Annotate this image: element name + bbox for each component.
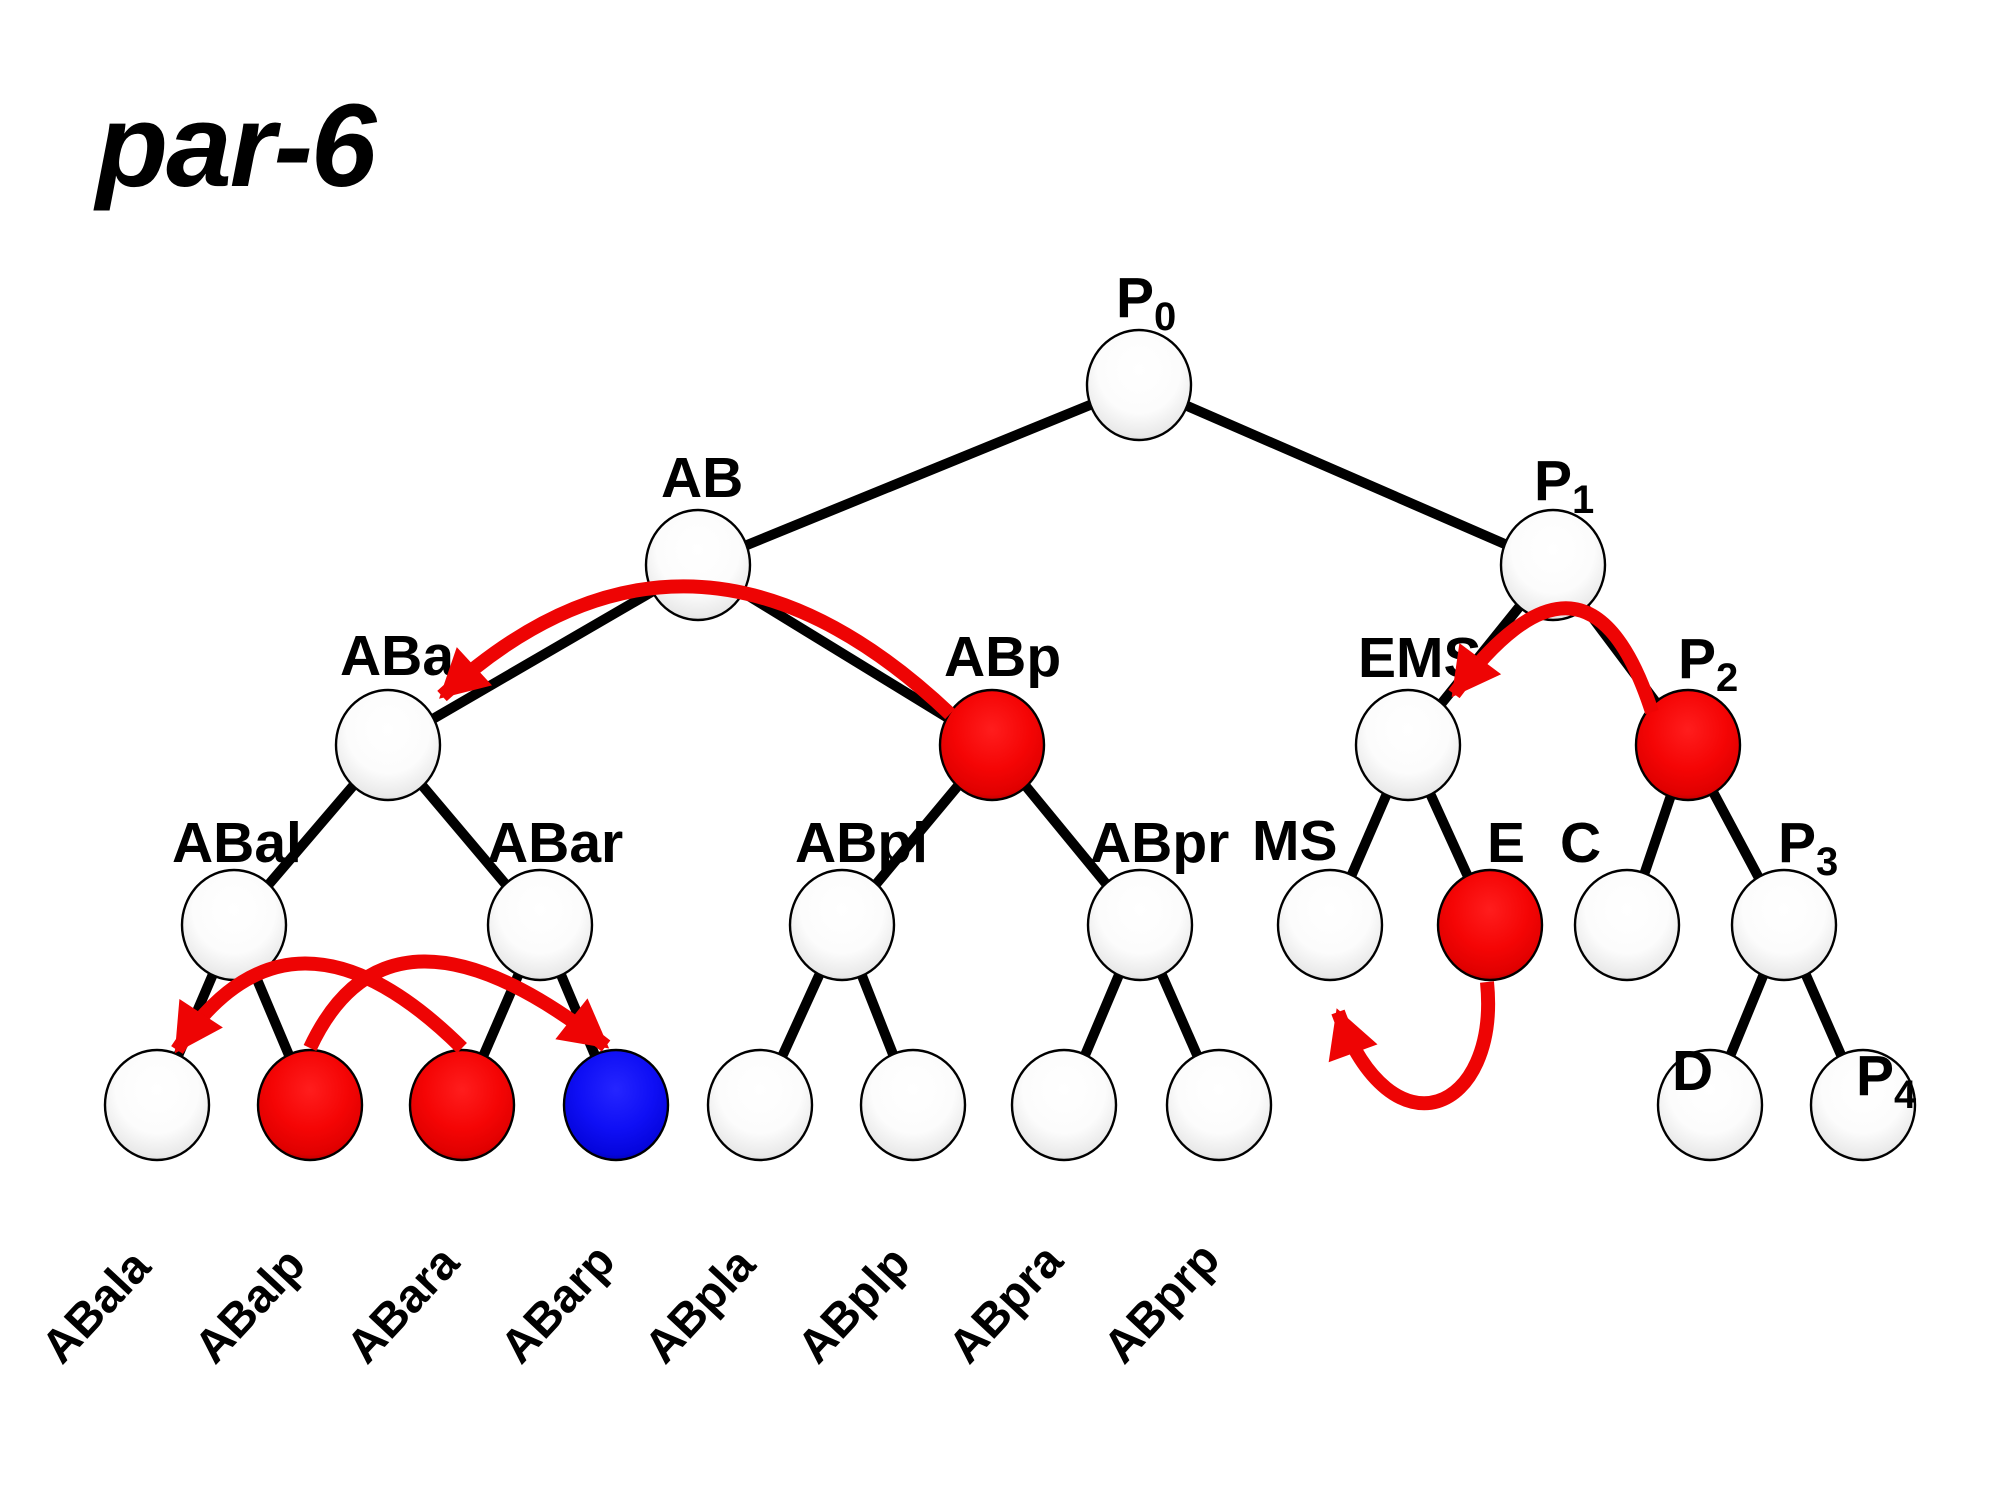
edge-P0-AB xyxy=(696,380,1141,570)
leaf-label-ABalp: ABalp xyxy=(184,1237,315,1372)
arrow-P2-to-EMS xyxy=(1448,601,1659,715)
node-P2 xyxy=(1634,688,1742,802)
figure-title: par-6 xyxy=(96,80,377,212)
node-ABa xyxy=(334,688,442,802)
node-P0 xyxy=(1085,328,1193,442)
label-P0: P0 xyxy=(1116,266,1176,339)
leaf-label-ABara: ABara xyxy=(336,1235,470,1373)
label-P4: P4 xyxy=(1856,1044,1917,1117)
node-E xyxy=(1436,868,1544,982)
node-D xyxy=(1656,1048,1764,1162)
label-ABpl: ABpl xyxy=(795,811,928,875)
label-ABpr: ABpr xyxy=(1090,811,1229,875)
label-MS: MS xyxy=(1252,809,1338,873)
node-ABala xyxy=(103,1048,211,1162)
node-C xyxy=(1573,868,1681,982)
label-D: D xyxy=(1672,1039,1713,1103)
arrow-ABalp-to-ABarp xyxy=(303,954,611,1052)
node-ABpra xyxy=(1010,1048,1118,1162)
label-C: C xyxy=(1560,811,1601,875)
node-MS xyxy=(1276,868,1384,982)
node-P4 xyxy=(1809,1048,1917,1162)
node-ABpla xyxy=(706,1048,814,1162)
label-E: E xyxy=(1487,811,1525,875)
label-P1: P1 xyxy=(1534,449,1594,522)
leaf-label-ABpra: ABpra xyxy=(938,1233,1074,1373)
node-ABp xyxy=(938,688,1046,802)
edge-P0-P1 xyxy=(1137,380,1555,570)
label-P2: P2 xyxy=(1678,627,1738,700)
node-ABara xyxy=(408,1048,516,1162)
leaf-label-ABprp: ABprp xyxy=(1093,1232,1230,1373)
leaf-label-ABpla: ABpla xyxy=(634,1237,766,1373)
cell-nodes-layer xyxy=(103,328,1917,1162)
label-ABar: ABar xyxy=(487,811,623,875)
leaf-label-ABplp: ABplp xyxy=(787,1235,920,1372)
node-ABplp xyxy=(859,1048,967,1162)
leaf-label-ABala: ABala xyxy=(31,1239,161,1373)
label-AB: AB xyxy=(661,446,743,510)
label-ABa: ABa xyxy=(340,624,455,688)
signal-arrows-layer xyxy=(171,579,1659,1111)
label-ABp: ABp xyxy=(944,625,1061,689)
node-P1 xyxy=(1499,508,1607,622)
node-AB xyxy=(644,508,752,622)
node-P3 xyxy=(1730,868,1838,982)
arrow-ABp-to-ABa xyxy=(437,579,955,720)
arrow-E-to-MS xyxy=(1328,981,1496,1111)
node-ABpl xyxy=(788,868,896,982)
node-ABpr xyxy=(1086,868,1194,982)
node-ABar xyxy=(486,868,594,982)
node-EMS xyxy=(1354,688,1462,802)
label-P3: P3 xyxy=(1778,811,1838,884)
node-ABarp xyxy=(562,1048,670,1162)
leaf-label-ABarp: ABarp xyxy=(490,1234,625,1373)
node-ABprp xyxy=(1165,1048,1273,1162)
node-ABalp xyxy=(256,1048,364,1162)
arrow-ABara-to-ABala xyxy=(171,956,467,1054)
label-ABal: ABal xyxy=(172,811,302,875)
